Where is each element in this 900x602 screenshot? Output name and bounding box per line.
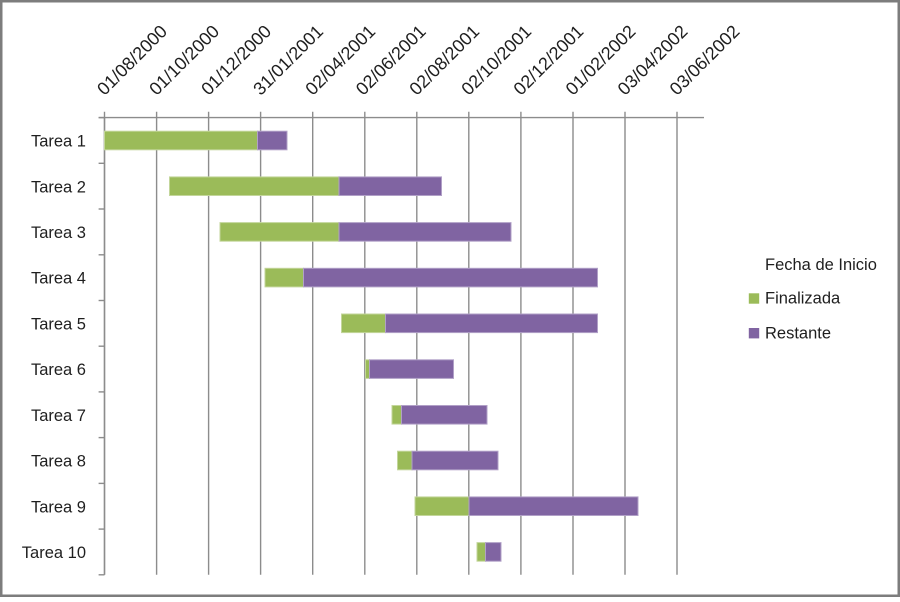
svg-text:Tarea 5: Tarea 5 (31, 315, 86, 333)
svg-text:Tarea 10: Tarea 10 (22, 544, 86, 562)
svg-text:Finalizada: Finalizada (765, 290, 841, 308)
svg-text:Tarea 4: Tarea 4 (31, 270, 86, 288)
svg-text:Tarea 3: Tarea 3 (31, 224, 86, 242)
svg-text:Fecha de Inicio: Fecha de Inicio (765, 256, 877, 274)
svg-text:Tarea 7: Tarea 7 (31, 407, 86, 425)
svg-text:Tarea 6: Tarea 6 (31, 361, 86, 379)
svg-text:Tarea 1: Tarea 1 (31, 133, 86, 151)
svg-text:Tarea 9: Tarea 9 (31, 498, 86, 516)
svg-text:Tarea 2: Tarea 2 (31, 178, 86, 196)
svg-text:Tarea 8: Tarea 8 (31, 453, 86, 471)
svg-text:Restante: Restante (765, 324, 831, 342)
